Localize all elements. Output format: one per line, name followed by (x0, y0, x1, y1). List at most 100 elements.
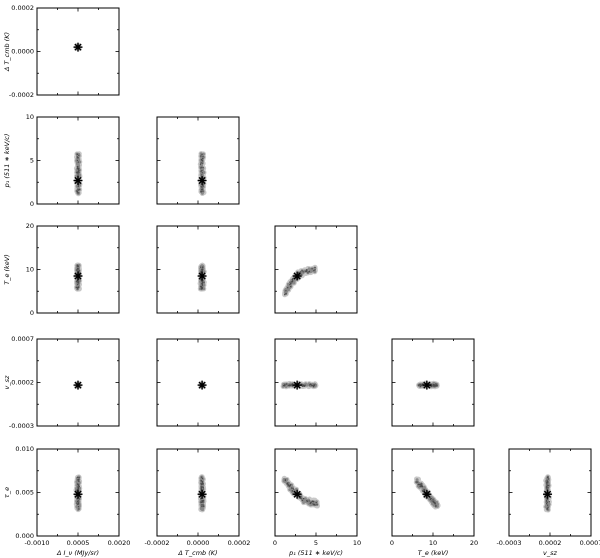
y-tick-label: 10 (26, 113, 34, 121)
best-fit-marker (73, 489, 83, 499)
sample-point (290, 285, 292, 288)
x-axis-label: Δ I_ν (MJy/sr) (56, 549, 99, 557)
cloud-core-point (202, 270, 206, 274)
sample-point (200, 487, 203, 489)
sample-point (203, 281, 205, 283)
sample-cloud (197, 262, 207, 292)
sample-point (76, 153, 78, 155)
sample-point (77, 487, 80, 489)
sample-point (419, 384, 421, 386)
sample-point (313, 269, 315, 272)
sample-point (200, 158, 203, 161)
sample-point (201, 268, 203, 270)
sample-point (303, 385, 306, 387)
sample-point (78, 169, 80, 171)
best-fit-marker-stroke (198, 272, 206, 280)
sample-point (201, 187, 203, 189)
sample-point (78, 170, 80, 172)
sample-cloud (197, 151, 207, 196)
sample-point (77, 483, 79, 486)
sample-point (77, 185, 80, 187)
sample-point (75, 286, 78, 289)
best-fit-marker-stroke (74, 381, 82, 389)
sample-point (201, 504, 203, 506)
sample-point (78, 167, 80, 170)
sample-point (200, 285, 203, 288)
sample-point (290, 282, 292, 285)
y-tick-label: 20 (26, 222, 34, 230)
y-axis-label: v_sz (3, 375, 11, 389)
x-tick-label: 0.0005 (67, 539, 90, 547)
panel-p1-vs-vsz (274, 338, 358, 427)
panel-p1-vs-Te (274, 225, 358, 314)
best-fit-marker-stroke (198, 381, 206, 389)
sample-point (78, 188, 81, 191)
sample-point (76, 288, 79, 290)
sample-point (200, 480, 202, 482)
best-fit-marker-stroke (423, 381, 431, 389)
sample-point (200, 476, 203, 478)
y-tick-label: -0.0003 (9, 422, 34, 430)
panel-frame (156, 338, 240, 427)
best-fit-marker (73, 42, 83, 52)
sample-point (200, 191, 203, 193)
x-tick-label: -0.0002 (144, 539, 169, 547)
sample-point (202, 488, 205, 490)
cloud-core-point (310, 269, 314, 273)
sample-point (201, 282, 203, 285)
sample-point (77, 173, 79, 175)
sample-point (310, 384, 312, 386)
sample-point (202, 486, 205, 488)
best-fit-marker (422, 380, 432, 390)
cloud-core-point (286, 282, 290, 286)
sample-point (78, 270, 80, 272)
y-tick-label: 0.0002 (11, 4, 34, 12)
y-tick-label: 0.005 (15, 489, 34, 497)
sample-point (434, 385, 436, 388)
sample-point (308, 270, 311, 273)
y-tick-label: 0.010 (15, 445, 34, 453)
y-tick-label: 0 (30, 309, 34, 317)
sample-point (77, 265, 79, 267)
best-fit-marker-stroke (74, 272, 82, 280)
sample-point (78, 508, 80, 510)
sample-point (285, 293, 287, 295)
best-fit-marker-stroke (293, 272, 301, 280)
sample-point (314, 384, 316, 386)
sample-point (301, 270, 303, 272)
cloud-core-point (76, 162, 80, 166)
best-fit-marker-stroke (293, 381, 301, 389)
panel-frame (156, 448, 240, 537)
sample-point (201, 480, 203, 483)
sample-point (311, 268, 313, 270)
cloud-core-point (305, 383, 309, 387)
sample-point (202, 190, 204, 192)
sample-point (200, 488, 203, 490)
sample-point (77, 479, 79, 481)
sample-point (77, 501, 80, 503)
sample-point (202, 499, 204, 502)
best-fit-marker (197, 176, 207, 186)
best-fit-marker (292, 380, 302, 390)
cloud-core-point (287, 288, 290, 292)
best-fit-marker (197, 271, 207, 281)
sample-point (202, 185, 204, 187)
sample-point (201, 281, 204, 283)
x-tick-label: 0.0000 (187, 539, 210, 547)
sample-point (291, 278, 294, 280)
y-tick-label: 5 (30, 157, 34, 165)
sample-point (200, 266, 202, 268)
sample-point (78, 498, 81, 500)
sample-point (306, 270, 308, 272)
sample-point (202, 156, 204, 158)
best-fit-marker-stroke (74, 176, 82, 185)
sample-point (201, 172, 203, 174)
sample-point (420, 384, 423, 386)
sample-point (202, 157, 204, 160)
sample-point (306, 268, 308, 271)
panel-dTcmb-vs-vsz (156, 338, 240, 427)
